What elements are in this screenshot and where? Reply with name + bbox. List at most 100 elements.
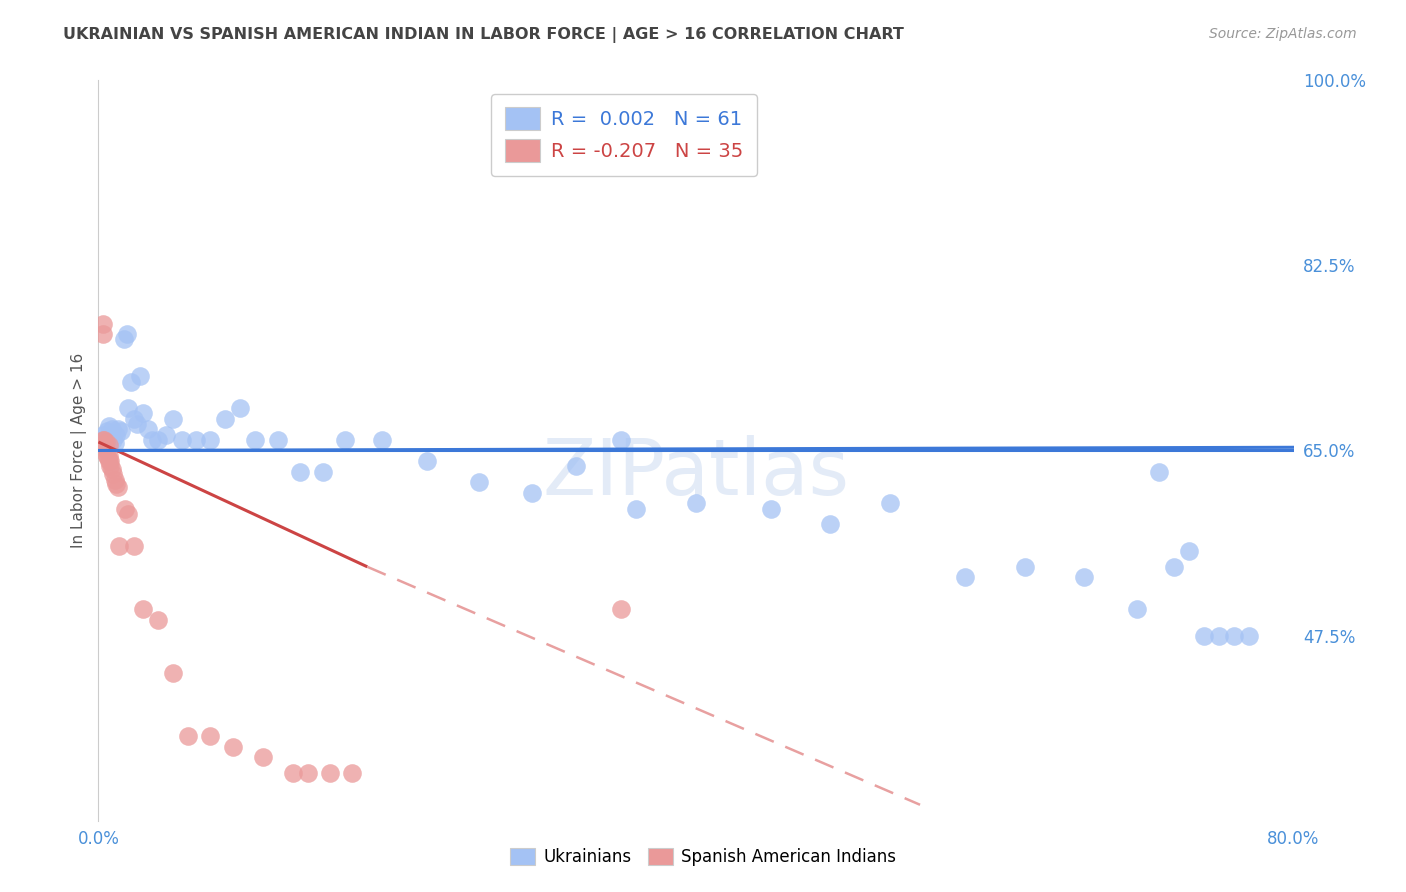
Point — [94, 435, 117, 450]
Point — [162, 665, 184, 680]
Point — [177, 729, 200, 743]
Point — [96, 449, 118, 463]
Point — [1208, 629, 1230, 643]
Point — [416, 454, 439, 468]
Point — [267, 433, 290, 447]
Point — [94, 438, 117, 452]
Point — [98, 454, 122, 468]
Point — [112, 332, 135, 346]
Point — [520, 485, 543, 500]
Point — [245, 433, 267, 447]
Y-axis label: In Labor Force | Age > 16: In Labor Force | Age > 16 — [72, 353, 87, 548]
Point — [97, 419, 120, 434]
Point — [626, 501, 648, 516]
Point — [96, 425, 118, 439]
Point — [96, 443, 118, 458]
Point — [103, 467, 125, 481]
Point — [200, 433, 222, 447]
Point — [1125, 602, 1147, 616]
Point — [115, 327, 138, 342]
Point — [288, 465, 311, 479]
Point — [97, 454, 120, 468]
Point — [94, 431, 117, 445]
Point — [229, 401, 252, 416]
Point — [953, 570, 976, 584]
Point — [1163, 559, 1185, 574]
Point — [107, 422, 129, 436]
Point — [759, 501, 782, 516]
Point — [222, 739, 245, 754]
Point — [281, 766, 304, 780]
Point — [610, 602, 633, 616]
Point — [104, 473, 127, 487]
Point — [124, 411, 146, 425]
Point — [120, 375, 142, 389]
Point — [1178, 544, 1201, 558]
Point — [124, 539, 146, 553]
Point — [155, 427, 177, 442]
Point — [172, 433, 194, 447]
Point — [93, 433, 115, 447]
Point — [117, 507, 139, 521]
Point — [127, 417, 149, 431]
Point — [136, 422, 159, 436]
Point — [104, 436, 127, 450]
Text: Source: ZipAtlas.com: Source: ZipAtlas.com — [1209, 27, 1357, 41]
Legend: Ukrainians, Spanish American Indians: Ukrainians, Spanish American Indians — [502, 840, 904, 875]
Point — [97, 449, 120, 463]
Point — [93, 438, 115, 452]
Point — [148, 613, 170, 627]
Point — [96, 449, 118, 463]
Point — [311, 465, 333, 479]
Point — [93, 435, 115, 450]
Point — [820, 517, 842, 532]
Point — [97, 438, 120, 452]
Point — [91, 327, 114, 342]
Point — [1192, 629, 1215, 643]
Point — [468, 475, 491, 490]
Point — [184, 433, 207, 447]
Point — [297, 766, 319, 780]
Point — [110, 425, 132, 439]
Point — [685, 496, 707, 510]
Text: ZIPatlas: ZIPatlas — [543, 434, 849, 511]
Point — [105, 477, 128, 491]
Point — [132, 602, 155, 616]
Point — [91, 317, 114, 331]
Point — [214, 411, 236, 425]
Point — [105, 427, 128, 442]
Point — [98, 459, 122, 474]
Point — [200, 729, 222, 743]
Point — [1014, 559, 1036, 574]
Point — [129, 369, 152, 384]
Point — [101, 422, 124, 436]
Point — [108, 539, 131, 553]
Point — [879, 496, 901, 510]
Point — [91, 433, 114, 447]
Point — [342, 766, 364, 780]
Point — [97, 433, 120, 447]
Point — [141, 433, 163, 447]
Point — [91, 427, 114, 442]
Point — [93, 433, 115, 447]
Point — [319, 766, 342, 780]
Point — [103, 433, 125, 447]
Point — [371, 433, 394, 447]
Point — [1223, 629, 1246, 643]
Point — [565, 459, 588, 474]
Point — [101, 462, 124, 476]
Point — [1237, 629, 1260, 643]
Point — [114, 501, 136, 516]
Point — [107, 480, 129, 494]
Point — [333, 433, 356, 447]
Point — [117, 401, 139, 416]
Point — [148, 433, 170, 447]
Point — [98, 427, 122, 442]
Legend: R =  0.002   N = 61, R = -0.207   N = 35: R = 0.002 N = 61, R = -0.207 N = 35 — [491, 94, 758, 176]
Point — [1147, 465, 1170, 479]
Point — [1073, 570, 1095, 584]
Text: UKRAINIAN VS SPANISH AMERICAN INDIAN IN LABOR FORCE | AGE > 16 CORRELATION CHART: UKRAINIAN VS SPANISH AMERICAN INDIAN IN … — [63, 27, 904, 43]
Point — [252, 750, 274, 764]
Point — [94, 443, 117, 458]
Point — [132, 406, 155, 420]
